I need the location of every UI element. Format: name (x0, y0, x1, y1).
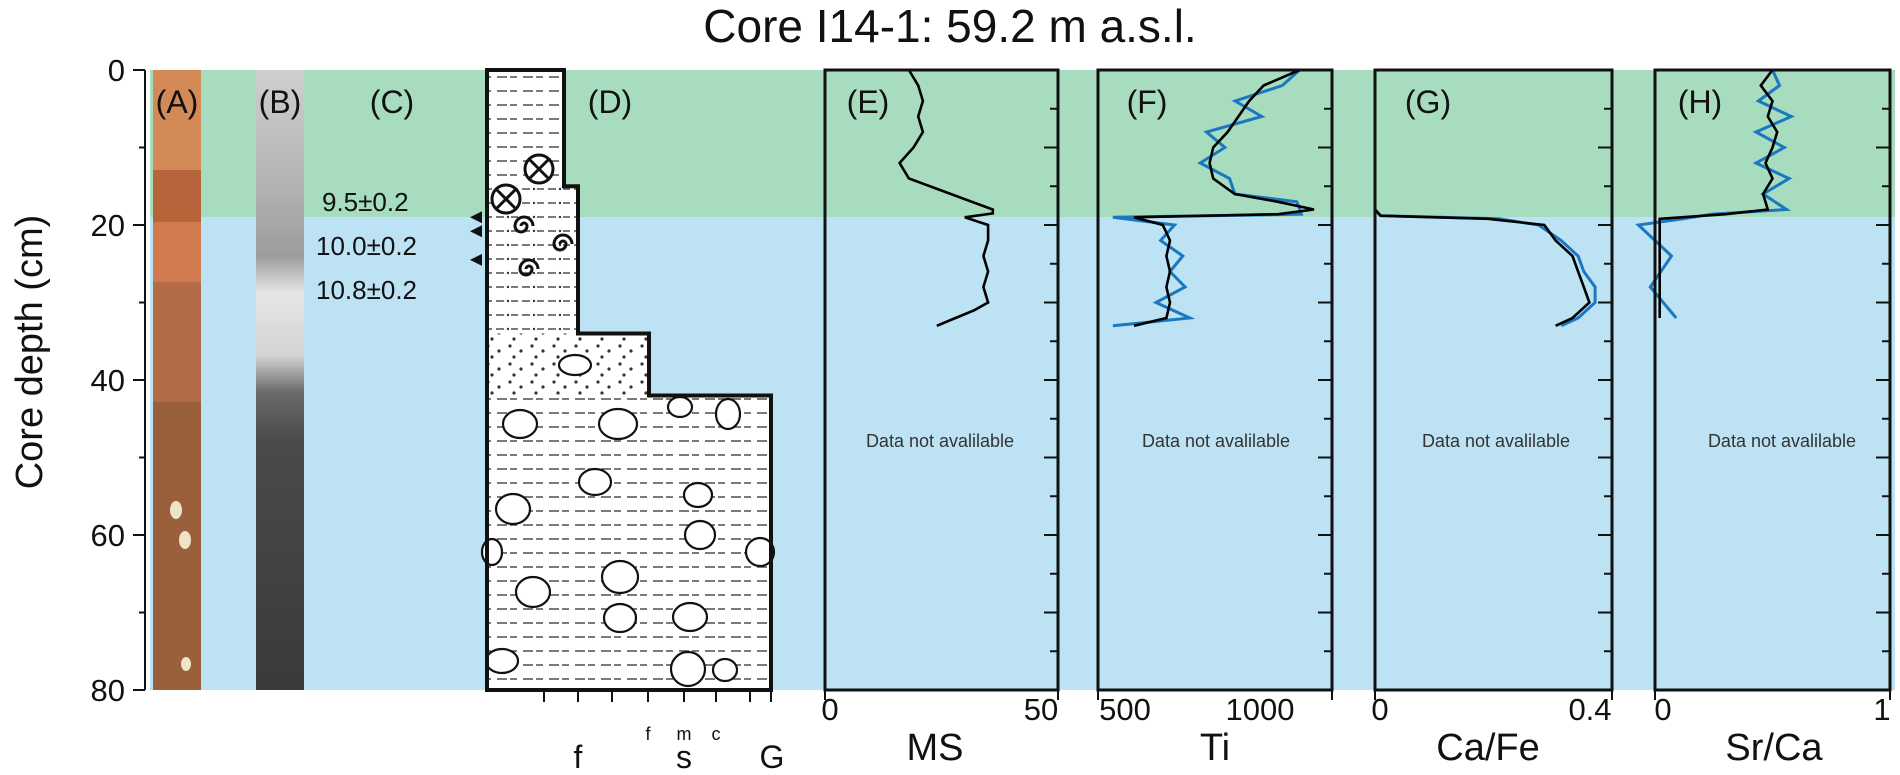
x-tick-g-0: 0 (1371, 692, 1388, 727)
gravel-clast (666, 395, 694, 419)
panel-label-c: (C) (370, 84, 414, 120)
chart-title: Core I14-1: 59.2 m a.s.l. (703, 0, 1196, 52)
panel-a-core-photo: (A) (153, 70, 201, 690)
not-available-h: Data not avalilable (1708, 431, 1856, 451)
series-Ti-line (1133, 68, 1315, 328)
gravel-clast (683, 519, 717, 551)
panel-label-b: (B) (259, 84, 302, 120)
y-tick-label-2: 40 (91, 363, 125, 398)
litho-diamicton-unit (487, 395, 771, 690)
y-tick-label-3: 60 (91, 518, 125, 553)
x-tick-h-1: 1 (1873, 692, 1890, 727)
shell-symbol (552, 233, 574, 252)
plant-remains-cross (495, 188, 517, 210)
age-marker-1 (470, 211, 482, 224)
panel-f-ti: (F) Data not avalilable 500 1000 Ti (1096, 68, 1334, 769)
y-tick-label-4: 80 (91, 673, 125, 708)
panel-c-ages: (C) 9.5±0.2 10.0±0.2 10.8±0.2 (316, 84, 482, 305)
not-available-f: Data not avalilable (1142, 431, 1290, 451)
age-marker-3 (470, 253, 482, 266)
y-tick-label-0: 0 (108, 53, 125, 88)
grain-label-medium-sand: m (677, 724, 692, 744)
age-label-3: 10.8±0.2 (316, 275, 417, 305)
age-label-2: 10.0±0.2 (316, 231, 417, 261)
grain-label-coarse-sand: c (712, 724, 721, 744)
gravel-clast (600, 559, 640, 595)
gravel-clast (682, 481, 714, 509)
gravel-clast (484, 647, 520, 675)
panel-e-ms: (E) Data not avalilable 0 50 MS (821, 68, 1060, 769)
gravel-clast (577, 467, 613, 497)
panel-b-ct-scan: (B) (256, 70, 304, 690)
x-tick-e-1: 50 (1024, 692, 1058, 727)
panel-label-d: (D) (588, 84, 632, 120)
age-marker-2 (470, 225, 482, 238)
ct-scan-image (256, 70, 304, 690)
series-Sr/Ca-line (1658, 69, 1779, 318)
zone-lower (150, 217, 1895, 690)
x-tick-f-1: 1000 (1226, 692, 1295, 727)
gravel-clast (501, 408, 539, 440)
gravel-clast (597, 407, 639, 441)
grain-label-fine-sand: f (645, 724, 651, 744)
gravel-clast (514, 575, 552, 609)
panel-g-cafe: (G) Data not avalilable 0 0.4 Ca/Fe (1371, 68, 1614, 769)
gravel-clast (494, 492, 532, 526)
zone-upper (150, 70, 1895, 218)
x-tick-g-1: 0.4 (1568, 692, 1611, 727)
panel-label-g: (G) (1405, 84, 1451, 120)
panel-label-f: (F) (1127, 84, 1168, 120)
x-axis-label-g: Ca/Fe (1436, 727, 1539, 769)
panel-label-h: (H) (1678, 84, 1722, 120)
panel-label-a: (A) (156, 84, 199, 120)
not-available-e: Data not avalilable (866, 431, 1014, 451)
x-tick-e-0: 0 (821, 692, 838, 727)
gravel-clast (714, 397, 742, 431)
plant-remains-cross (528, 158, 550, 180)
panel-label-e: (E) (847, 84, 890, 120)
x-axis-label-e: MS (907, 727, 964, 769)
gravel-clast (711, 657, 739, 683)
depth-zones (150, 70, 1895, 690)
grain-label-f: f (574, 739, 583, 775)
gravel-clast (671, 601, 709, 633)
grain-label-gravel: G (760, 739, 785, 775)
gravel-clast (744, 536, 776, 568)
shell-symbol (518, 258, 540, 277)
gravel-clast (557, 353, 593, 377)
series-MS-line (897, 69, 995, 327)
not-available-g: Data not avalilable (1422, 431, 1570, 451)
y-axis-label: Core depth (cm) (9, 215, 51, 490)
series-Ti-raw-line (1112, 68, 1304, 328)
gravel-clast (669, 650, 707, 688)
panel-h-srca: (H) Data not avalilable 0 1 Sr/Ca (1635, 68, 1892, 769)
lithology-outline (485, 68, 773, 692)
x-tick-f-0: 500 (1099, 692, 1151, 727)
age-label-1: 9.5±0.2 (322, 187, 409, 217)
x-axis-label-h: Sr/Ca (1725, 727, 1823, 769)
shell-symbol (513, 215, 535, 234)
y-axis: 0 20 40 60 80 (91, 53, 146, 708)
x-tick-h-0: 0 (1654, 692, 1671, 727)
panel-d-lithology-log: (D) f f m s c G (480, 68, 785, 775)
grain-label-sand: s (676, 739, 692, 775)
y-tick-label-1: 20 (91, 208, 125, 243)
gravel-clast (602, 602, 638, 634)
x-axis-label-f: Ti (1200, 727, 1230, 769)
